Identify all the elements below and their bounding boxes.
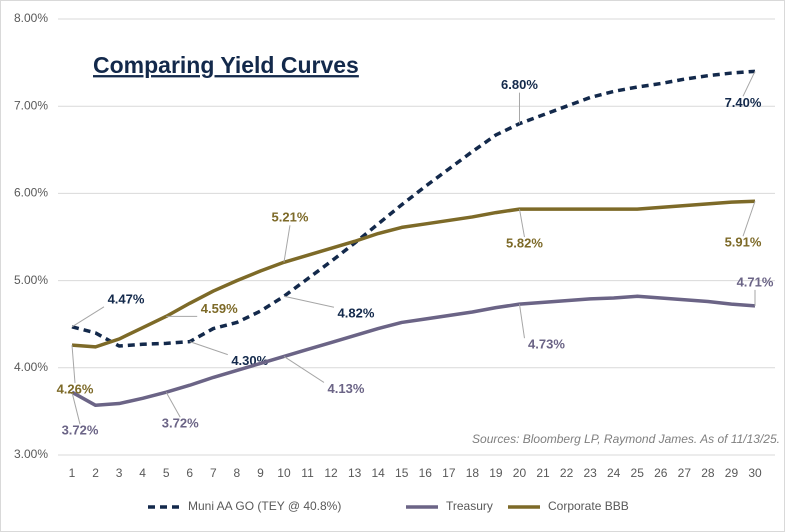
- y-tick-label: 6.00%: [14, 186, 48, 200]
- x-tick-label: 22: [560, 466, 574, 480]
- x-tick-label: 14: [371, 466, 385, 480]
- x-tick-label: 21: [536, 466, 550, 480]
- x-tick-label: 24: [607, 466, 621, 480]
- legend-label: Muni AA GO (TEY @ 40.8%): [188, 499, 341, 513]
- y-tick-label: 8.00%: [14, 11, 48, 25]
- label-leader: [283, 225, 291, 263]
- source-note: Sources: Bloomberg LP, Raymond James. As…: [472, 432, 780, 446]
- x-tick-label: 9: [257, 466, 264, 480]
- legend-label: Corporate BBB: [548, 499, 629, 513]
- y-tick-label: 3.00%: [14, 447, 48, 461]
- x-tick-label: 5: [163, 466, 170, 480]
- label-leader: [71, 392, 81, 425]
- label-leader: [742, 201, 756, 237]
- data-label: 4.59%: [201, 301, 238, 316]
- data-label: 5.82%: [506, 236, 543, 251]
- data-label: 4.13%: [328, 381, 365, 396]
- x-tick-label: 4: [139, 466, 146, 480]
- x-tick-label: 11: [301, 466, 314, 480]
- y-tick-label: 4.00%: [14, 360, 48, 374]
- x-tick-label: 18: [466, 466, 480, 480]
- x-tick-label: 23: [583, 466, 597, 480]
- data-label: 4.47%: [108, 291, 145, 306]
- data-label: 4.82%: [338, 306, 375, 321]
- data-label: 4.73%: [528, 337, 565, 352]
- label-leader: [165, 391, 181, 418]
- x-tick-label: 6: [186, 466, 193, 480]
- x-tick-label: 13: [348, 466, 362, 480]
- data-label: 3.72%: [162, 416, 199, 431]
- label-leader: [518, 304, 525, 339]
- x-tick-label: 16: [419, 466, 433, 480]
- label-leader: [189, 341, 228, 356]
- x-tick-label: 12: [324, 466, 338, 480]
- x-tick-label: 10: [277, 466, 291, 480]
- data-label: 3.72%: [62, 423, 99, 438]
- x-tick-label: 29: [725, 466, 739, 480]
- x-tick-label: 2: [92, 466, 99, 480]
- y-tick-label: 5.00%: [14, 273, 48, 287]
- data-label: 7.40%: [725, 95, 762, 110]
- x-tick-label: 1: [69, 466, 76, 480]
- data-label: 5.91%: [725, 235, 762, 250]
- x-tick-label: 26: [654, 466, 668, 480]
- x-tick-label: 8: [234, 466, 241, 480]
- x-tick-label: 27: [678, 466, 692, 480]
- x-tick-label: 7: [210, 466, 217, 480]
- x-tick-label: 19: [489, 466, 503, 480]
- label-leader: [283, 356, 325, 383]
- x-tick-label: 25: [631, 466, 645, 480]
- series-line: [71, 294, 756, 408]
- x-tick-label: 17: [442, 466, 456, 480]
- data-label: 4.26%: [57, 382, 94, 397]
- x-tick-label: 30: [748, 466, 762, 480]
- data-label: 6.80%: [501, 77, 538, 92]
- y-tick-label: 7.00%: [14, 98, 48, 112]
- data-label: 5.21%: [272, 210, 309, 225]
- legend-label: Treasury: [446, 499, 493, 513]
- label-leader: [742, 71, 756, 97]
- x-tick-label: 20: [513, 466, 527, 480]
- label-leader: [518, 209, 525, 238]
- label-leader: [71, 306, 105, 328]
- label-leader: [283, 295, 335, 308]
- series-line: [71, 199, 756, 349]
- x-tick-label: 3: [116, 466, 123, 480]
- data-label: 4.71%: [737, 274, 774, 289]
- x-tick-label: 28: [701, 466, 715, 480]
- chart-title: Comparing Yield Curves: [93, 52, 359, 78]
- x-tick-label: 15: [395, 466, 409, 480]
- label-leader: [71, 345, 76, 384]
